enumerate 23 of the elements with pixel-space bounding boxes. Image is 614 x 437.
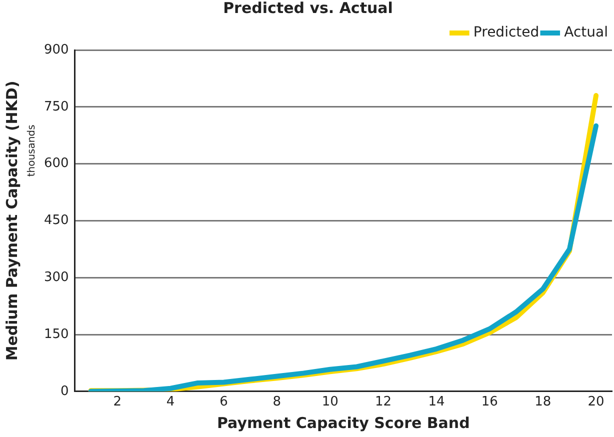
y-tick-label: 450 xyxy=(44,213,69,228)
text: thousands xyxy=(26,124,38,177)
legend-label: Actual xyxy=(564,24,608,41)
x-tick-label: 8 xyxy=(272,394,282,410)
x-tick-label: 10 xyxy=(322,394,338,410)
chart-title: Predicted vs. Actual xyxy=(223,0,393,17)
y-tick-label: 600 xyxy=(44,156,69,172)
y-axis-title: Medium Payment Capacity (HKD) xyxy=(2,80,21,361)
y-tick-label: 150 xyxy=(44,326,69,342)
y-tick-label: 0 xyxy=(60,384,69,399)
legend-label: Predicted xyxy=(473,24,540,41)
x-tick-label: 4 xyxy=(166,394,175,410)
y-tick-label: 900 xyxy=(44,42,69,58)
y-tick-label: 750 xyxy=(44,99,69,114)
x-tick-label: 2 xyxy=(113,394,122,410)
y-tick-label: 300 xyxy=(44,270,69,285)
x-tick-label: 16 xyxy=(481,394,498,410)
x-tick-label: 6 xyxy=(220,394,228,410)
x-tick-label: 14 xyxy=(428,394,445,410)
x-tick-label: 20 xyxy=(588,394,604,410)
x-axis-title: Payment Capacity Score Band xyxy=(216,414,470,432)
x-tick-label: 12 xyxy=(375,394,392,410)
x-tick-label: 18 xyxy=(534,394,552,410)
